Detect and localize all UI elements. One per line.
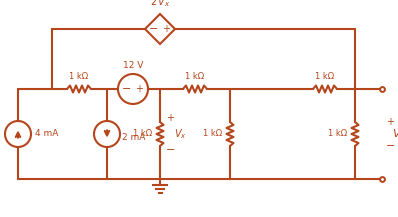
Text: 4 mA: 4 mA	[35, 130, 59, 138]
Text: 2 mA: 2 mA	[122, 133, 145, 143]
Text: 1 kΩ: 1 kΩ	[328, 130, 347, 138]
Text: 1 kΩ: 1 kΩ	[69, 72, 89, 81]
Text: −: −	[122, 84, 131, 94]
Text: +: +	[162, 24, 170, 34]
Text: $V_o$: $V_o$	[392, 127, 398, 141]
Text: 12 V: 12 V	[123, 61, 143, 70]
Text: −: −	[386, 141, 395, 151]
Text: 1 kΩ: 1 kΩ	[316, 72, 335, 81]
Text: $V_x$: $V_x$	[174, 127, 187, 141]
Text: −: −	[149, 24, 158, 34]
Text: $2\,V_x$: $2\,V_x$	[150, 0, 170, 9]
Text: −: −	[166, 145, 176, 155]
Text: +: +	[386, 117, 394, 127]
Text: 1 kΩ: 1 kΩ	[133, 130, 152, 138]
Text: +: +	[135, 84, 143, 94]
Text: 1 kΩ: 1 kΩ	[185, 72, 205, 81]
Text: +: +	[166, 113, 174, 123]
Text: 1 kΩ: 1 kΩ	[203, 130, 222, 138]
